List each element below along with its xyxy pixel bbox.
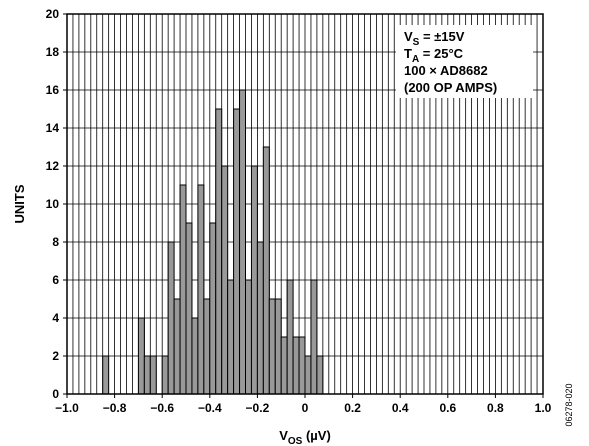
histogram-bar [197, 184, 205, 395]
y-tick-label: 18 [46, 45, 60, 59]
annotation-line: (200 OP AMPS) [404, 80, 497, 95]
annotation-line: 100 × AD8682 [404, 63, 488, 78]
plot-frame [66, 13, 544, 395]
histogram-bar [143, 355, 151, 395]
y-tick-label: 14 [46, 121, 60, 135]
histogram-bar [250, 165, 258, 395]
x-tick-label: 0.6 [439, 401, 456, 415]
annotation-line: TA = 25°C [404, 46, 464, 65]
histogram-bar [102, 355, 110, 395]
x-tick-label: −0.2 [246, 401, 270, 415]
histogram-bar [274, 298, 282, 395]
x-tick-labels: −1.0 −0.8 −0.6 −0.4 −0.2 0 0.2 0.4 0.6 0.8 1.0 [55, 401, 552, 415]
histogram-bar [149, 355, 157, 395]
histogram-bar [233, 108, 241, 395]
histogram-bar [209, 222, 217, 395]
x-tick-label: −0.6 [150, 401, 174, 415]
histogram-bar [245, 279, 252, 395]
histogram-bar [256, 241, 264, 395]
y-tick-label: 10 [46, 197, 60, 211]
histogram-bar [161, 355, 169, 395]
x-tick-label: 0.2 [344, 401, 361, 415]
histogram-bar [316, 355, 324, 395]
x-axis-label-unit: (µV) [302, 428, 330, 443]
histogram-bar [292, 336, 300, 395]
x-axis-label: VOS (µV) [279, 428, 331, 446]
histogram-bar [167, 241, 175, 395]
histogram-bar [304, 355, 312, 395]
y-tick-label: 20 [46, 7, 60, 21]
y-tick-label: 2 [52, 349, 59, 363]
histogram-bar [185, 222, 193, 395]
x-tick-label: 0 [302, 401, 309, 415]
histogram-bar [173, 298, 181, 395]
y-tick-labels: 0 2 4 6 8 10 12 14 16 18 20 [46, 7, 60, 401]
y-tick-label: 16 [46, 83, 60, 97]
y-tick-label: 4 [52, 311, 59, 325]
annotation-box [396, 25, 533, 98]
y-axis-label: UNITS [12, 184, 27, 223]
histogram-bar [203, 298, 211, 395]
x-tick-label: −0.8 [103, 401, 127, 415]
histogram-bar [215, 108, 223, 395]
histogram-bar [298, 336, 306, 395]
x-tick-label: −1.0 [55, 401, 79, 415]
histogram-bar [262, 146, 270, 395]
x-axis-label-sub: OS [288, 436, 303, 446]
x-tick-label: 1.0 [535, 401, 552, 415]
histogram-bar [286, 279, 294, 395]
y-tick-label: 6 [52, 273, 59, 287]
x-axis-label-main: V [279, 428, 288, 443]
histogram-bar [179, 184, 187, 395]
histogram-bar [239, 89, 247, 395]
histogram-bar [137, 317, 145, 395]
x-tick-label: 0.4 [392, 401, 409, 415]
y-tick-label: 12 [46, 159, 60, 173]
histogram-bar [310, 279, 318, 395]
x-tick-label: 0.8 [487, 401, 504, 415]
y-tick-label: 0 [52, 387, 59, 401]
histogram-bar [268, 298, 276, 395]
histogram-bar [191, 317, 199, 395]
histogram-bar [227, 279, 235, 395]
histogram-bar [221, 165, 229, 395]
histogram-bar [280, 336, 288, 395]
figure-id: 06278-020 [564, 383, 574, 426]
y-tick-label: 8 [52, 235, 59, 249]
annotation-line: VS = ±15V [404, 29, 465, 48]
x-tick-label: −0.4 [198, 401, 222, 415]
